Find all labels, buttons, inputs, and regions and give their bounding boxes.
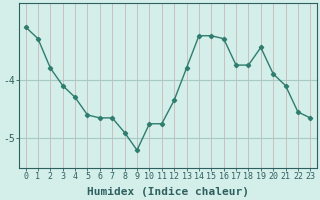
X-axis label: Humidex (Indice chaleur): Humidex (Indice chaleur) bbox=[87, 186, 249, 197]
